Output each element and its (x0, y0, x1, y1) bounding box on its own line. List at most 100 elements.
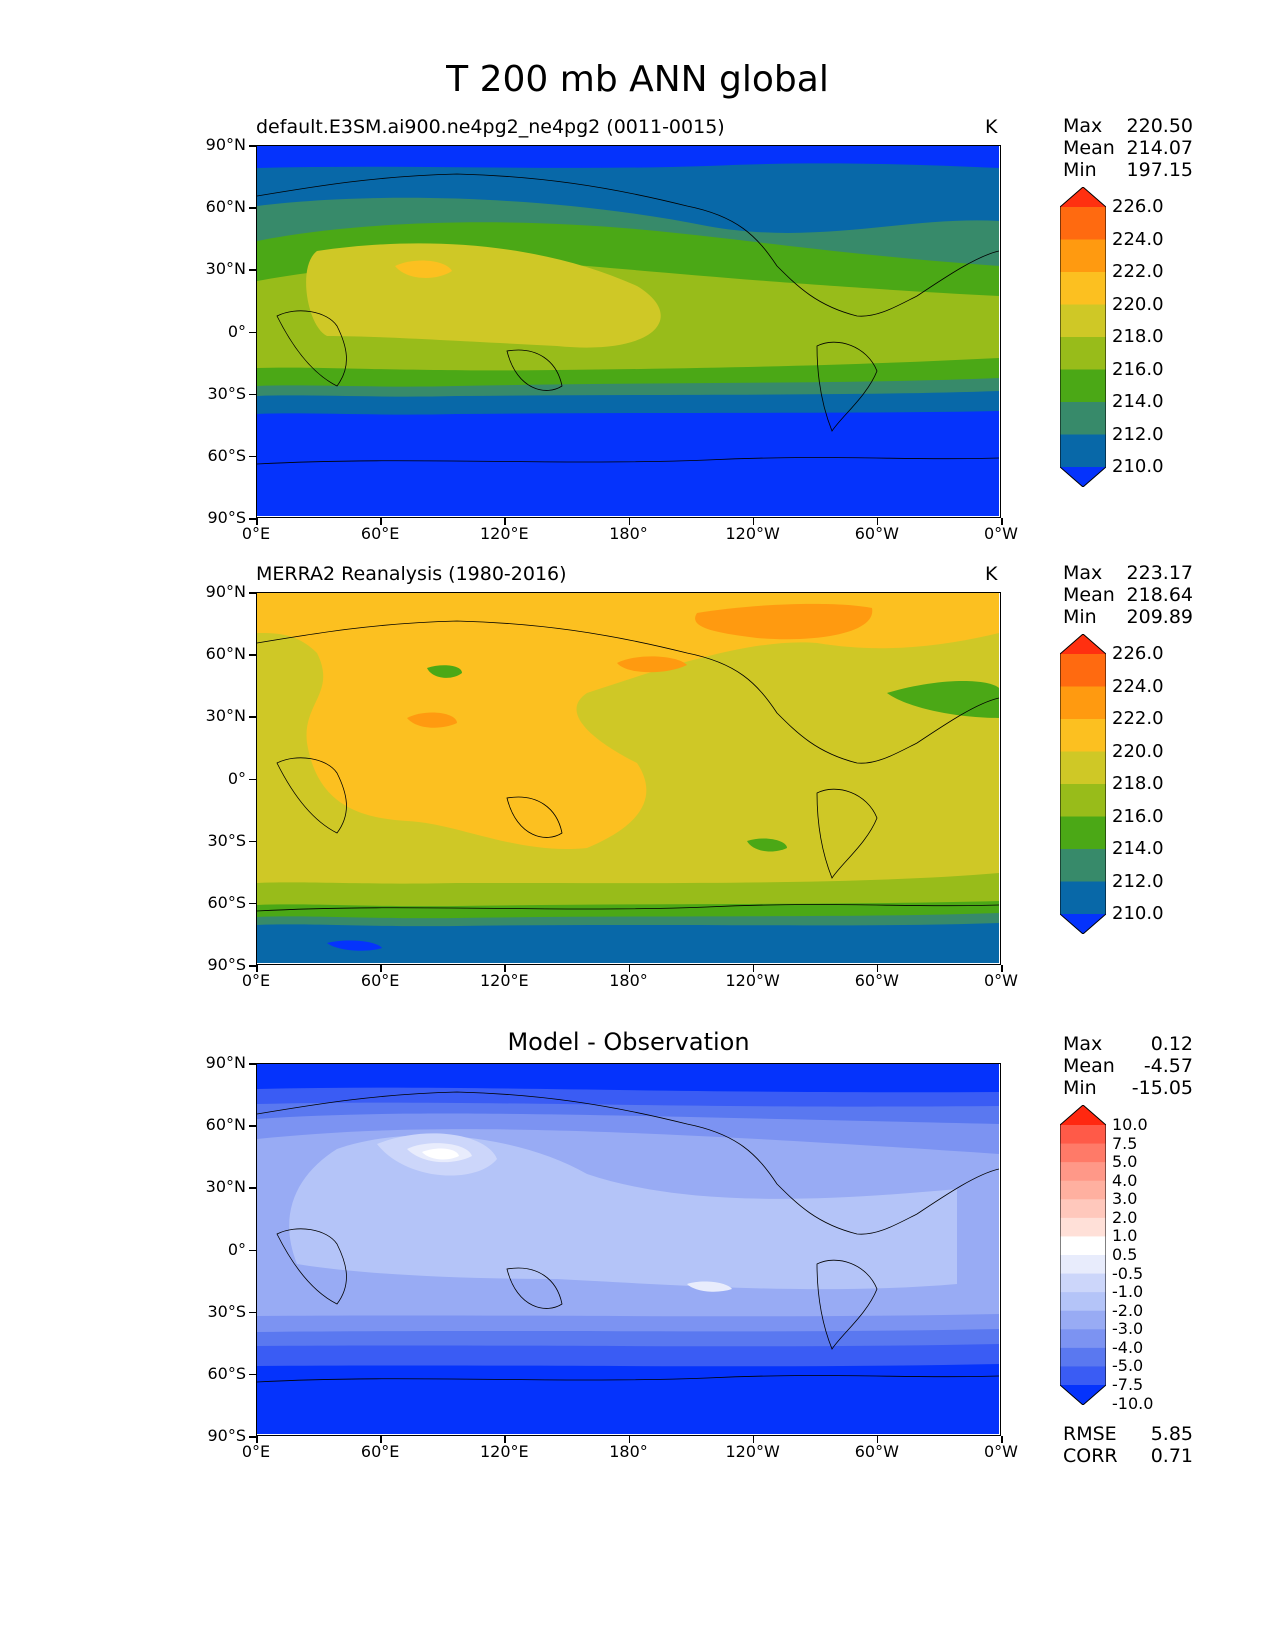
lon-tick-label: 60°W (854, 524, 899, 543)
lon-tick-mark (628, 965, 630, 972)
colorbar-segment (1060, 1385, 1106, 1405)
colorbar-tick-label: 218.0 (1112, 326, 1164, 347)
lat-tick-mark (249, 1311, 256, 1314)
colorbar-segment (1060, 1217, 1106, 1237)
colorbar-tick-label: -3.0 (1112, 1319, 1144, 1339)
colorbar-tick-label: 220.0 (1112, 293, 1164, 315)
lon-tick-mark (256, 965, 258, 972)
lon-tick-label: 0°W (984, 971, 1018, 990)
lon-tick-label: 0°E (241, 524, 271, 543)
lat-tick-mark (249, 145, 256, 147)
stat-max-label: Max (1063, 115, 1103, 137)
colorbar-segment (1060, 881, 1106, 915)
lon-tick-mark (628, 518, 630, 525)
figure-title: T 200 mb ANN global (446, 59, 829, 100)
lat-tick-label: 60°N (205, 644, 246, 664)
lon-tick-mark (256, 518, 258, 525)
rmse-label: RMSE (1063, 1423, 1117, 1445)
lon-tick-mark (504, 965, 506, 972)
lon-tick-label: 0°E (241, 971, 271, 990)
panel-reanalysis: MERRA2 Reanalysis (1980-2016) K (0, 562, 1275, 1012)
colorbar-segment (1060, 1255, 1106, 1275)
colorbar-segment (1060, 654, 1106, 687)
difference-map (256, 1063, 1001, 1436)
panel-model: default.E3SM.ai900.ne4pg2_ne4pg2 (0011-0… (0, 115, 1275, 565)
colorbar-segment (1060, 1162, 1106, 1182)
lat-tick-label: 60°N (205, 1115, 246, 1135)
lat-tick-mark (249, 716, 256, 718)
colorbar-segment (1060, 1143, 1106, 1163)
stats-block: Max 220.50 Mean 214.07 Min 197.15 (1063, 115, 1193, 181)
stat-min-label: Min (1063, 1077, 1097, 1099)
lon-tick-label: 180° (609, 971, 648, 990)
panel-title: MERRA2 Reanalysis (1980-2016) (256, 563, 567, 585)
colorbar-segment (1060, 914, 1106, 934)
metrics-block: RMSE 5.85 CORR 0.71 (1063, 1423, 1193, 1467)
lon-tick-label: 120°E (480, 1442, 529, 1461)
lat-tick-mark (249, 1187, 256, 1189)
model-map (256, 145, 1001, 518)
colorbar-segment (1060, 686, 1106, 720)
lon-tick-mark (1001, 965, 1003, 972)
colorbar-segment (1060, 751, 1106, 785)
lat-tick-mark (249, 1436, 256, 1438)
colorbar-segment (1060, 1347, 1106, 1367)
lon-tick-mark (256, 1436, 258, 1443)
lat-tick-mark (249, 1249, 256, 1251)
units-label: K (985, 563, 998, 585)
lat-tick-mark (249, 1125, 256, 1127)
stat-mean-label: Mean (1063, 137, 1115, 159)
stat-mean-value: 218.64 (1126, 584, 1193, 606)
lon-tick-label: 60°E (360, 1442, 400, 1461)
lon-tick-label: 120°W (725, 1442, 780, 1461)
colorbar-segment (1060, 239, 1106, 273)
colorbar-segment (1060, 337, 1106, 370)
lat-tick-label: 90°S (207, 955, 246, 974)
lat-tick-mark (249, 965, 256, 967)
colorbar-segment (1060, 304, 1106, 338)
lon-tick-mark (380, 965, 382, 972)
panel-title: default.E3SM.ai900.ne4pg2_ne4pg2 (0011-0… (256, 116, 725, 138)
colorbar-segment (1060, 187, 1106, 207)
lon-tick-mark (752, 965, 755, 972)
lat-tick-mark (249, 331, 256, 333)
lon-tick-label: 60°E (360, 524, 400, 543)
reanalysis-map (256, 592, 1001, 965)
colorbar-segment (1060, 1329, 1106, 1349)
lon-tick-mark (876, 518, 879, 525)
colorbar-segment (1060, 467, 1106, 487)
lon-tick-mark (752, 1436, 755, 1443)
lat-tick-mark (249, 902, 256, 905)
lat-tick-label: 60°S (207, 445, 246, 465)
colorbar-tick-label: -5.0 (1112, 1356, 1144, 1376)
colorbar (1060, 187, 1106, 487)
colorbar (1060, 1105, 1106, 1405)
colorbar-segment (1060, 1180, 1106, 1200)
lat-tick-label: 30°N (205, 259, 246, 279)
lat-tick-label: 60°N (205, 197, 246, 217)
lon-tick-mark (1001, 518, 1003, 525)
lon-tick-mark (504, 518, 506, 525)
stat-min-value: 209.89 (1126, 606, 1193, 628)
colorbar-segment (1060, 719, 1106, 752)
colorbar-tick-label: 220.0 (1112, 740, 1164, 762)
colorbar-tick-label: 210.0 (1112, 456, 1164, 477)
lon-tick-label: 60°E (360, 971, 400, 990)
lat-tick-label: 90°S (207, 1426, 246, 1445)
colorbar-segment (1060, 1273, 1106, 1293)
lat-tick-mark (249, 455, 256, 458)
corr-label: CORR (1063, 1445, 1118, 1467)
colorbar-tick-label: 214.0 (1112, 391, 1164, 412)
colorbar-tick-label: 226.0 (1112, 196, 1164, 217)
stat-max-label: Max (1063, 1033, 1103, 1055)
stat-max-value: 220.50 (1126, 115, 1193, 137)
lon-tick-mark (380, 518, 382, 525)
colorbar-segment (1060, 634, 1106, 654)
lat-tick-label: 60°S (207, 1363, 246, 1383)
lon-tick-label: 0°W (984, 524, 1018, 543)
colorbar-segment (1060, 1292, 1106, 1312)
colorbar-tick-label: -7.5 (1112, 1375, 1144, 1394)
lon-tick-mark (380, 1436, 382, 1443)
colorbar-tick-label: 222.0 (1112, 708, 1164, 729)
stat-mean-label: Mean (1063, 1055, 1115, 1077)
